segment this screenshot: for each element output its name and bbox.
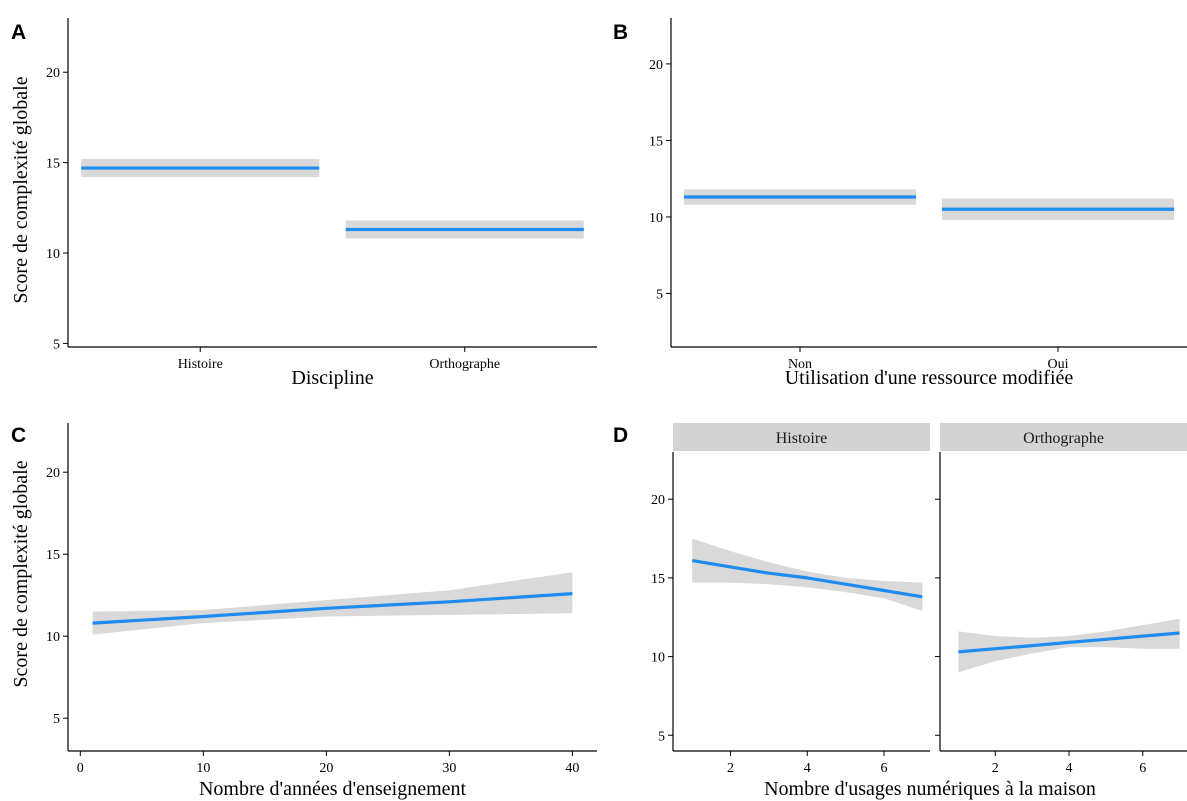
panel-a: A 5 10 15 20 Histoire Orthographe Discipline Sco… [10, 18, 597, 389]
y-tick-label: 5 [53, 712, 60, 727]
facet-label-orthographe: Orthographe [1023, 430, 1104, 447]
facet-strip-orthographe [940, 423, 1187, 451]
y-tick-label: 5 [658, 729, 665, 744]
y-tick-label: 15 [649, 134, 663, 149]
x-tick-label: 2 [727, 761, 734, 776]
x-tick-label-histoire: Histoire [178, 357, 223, 372]
y-tick-label: 15 [46, 548, 60, 563]
y-tick-label: 20 [651, 493, 665, 508]
panel-d: D Histoire 5 10 15 20 2 4 6 Orthographe 2 4 6 Nombre … [613, 423, 1187, 800]
x-tick-label: 4 [1066, 761, 1073, 776]
x-tick-label: 0 [77, 761, 84, 776]
x-tick-label: 30 [442, 761, 456, 776]
ci-ribbon [92, 572, 573, 635]
y-axis-title: Score de complexité globale [10, 76, 32, 303]
x-tick-label: 4 [804, 761, 811, 776]
x-tick-label: 40 [565, 761, 579, 776]
panel-c: C 5 10 15 20 0 10 20 30 40 Nombre d'années d'ensei… [10, 423, 597, 800]
facet-strip-histoire [673, 423, 930, 451]
y-tick-label: 5 [656, 287, 663, 302]
trend-line [92, 592, 573, 625]
ci-ribbon-histoire [692, 538, 923, 611]
x-tick-label: 6 [1139, 761, 1146, 776]
x-axis-title: Utilisation d'une ressource modifiée [785, 367, 1074, 389]
x-axis-title: Nombre d'années d'enseignement [199, 778, 467, 800]
y-tick-label: 10 [46, 630, 60, 645]
y-tick-label: 10 [46, 247, 60, 262]
x-axis-title: Nombre d'usages numériques à la maison [764, 778, 1096, 800]
y-tick-label: 5 [53, 337, 60, 352]
trend-line-histoire [691, 559, 923, 599]
x-tick-label-oui: Oui [1048, 357, 1069, 372]
panel-letter-b: B [613, 21, 628, 44]
x-tick-label: 2 [992, 761, 999, 776]
y-tick-label: 10 [651, 651, 665, 666]
x-tick-label-non: Non [788, 357, 812, 372]
x-tick-label-orthographe: Orthographe [429, 357, 500, 372]
x-tick-label: 10 [196, 761, 210, 776]
facet-label-histoire: Histoire [776, 430, 828, 447]
y-tick-label: 15 [651, 572, 665, 587]
y-axis-title: Score de complexité globale [10, 460, 32, 687]
ci-ribbon-orthographe [958, 618, 1180, 673]
y-tick-label: 20 [46, 466, 60, 481]
y-tick-label: 20 [46, 66, 60, 81]
panel-letter-c: C [11, 424, 26, 447]
panel-letter-a: A [11, 21, 26, 44]
trend-line-orthographe [958, 631, 1180, 654]
x-tick-label: 6 [880, 761, 887, 776]
y-tick-label: 20 [649, 58, 663, 73]
y-tick-label: 10 [649, 211, 663, 226]
x-tick-label: 20 [319, 761, 333, 776]
panel-letter-d: D [613, 424, 628, 447]
y-tick-label: 15 [46, 157, 60, 172]
x-axis-title: Discipline [291, 367, 373, 389]
